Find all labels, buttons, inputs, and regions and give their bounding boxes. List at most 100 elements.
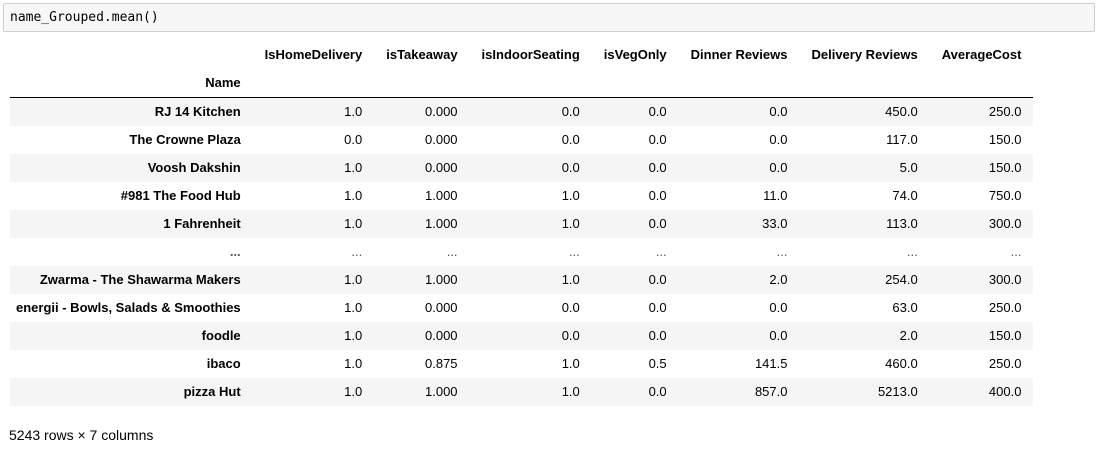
table-cell: 750.0 <box>988 188 1022 203</box>
table-cell: 0.000 <box>425 104 458 119</box>
table-row: Voosh Dakshin 1.0 0.000 0.0 0.0 0.0 5.0 … <box>10 154 1034 182</box>
column-header-dinner-reviews: Dinner Reviews <box>690 47 788 62</box>
table-cell: 1.0 <box>344 272 363 287</box>
table-cell: 1.0 <box>344 104 363 119</box>
table-cell: 460.0 <box>885 356 918 371</box>
table-cell: 300.0 <box>988 216 1022 231</box>
table-cell: ... <box>776 244 788 259</box>
table-cell: 0.000 <box>425 160 458 175</box>
table-cell: 250.0 <box>988 104 1022 119</box>
row-index: foodle <box>201 328 241 343</box>
table-cell: 1.0 <box>344 300 363 315</box>
table-cell: 857.0 <box>754 384 788 399</box>
column-header-istakeaway: isTakeaway <box>386 47 458 62</box>
table-cell: 0.0 <box>648 160 667 175</box>
table-row: ibaco 1.0 0.875 1.0 0.5 141.5 460.0 250.… <box>10 350 1034 378</box>
table-cell: 5213.0 <box>877 384 918 399</box>
row-index: RJ 14 Kitchen <box>154 104 241 119</box>
table-row: #981 The Food Hub 1.0 1.000 1.0 0.0 11.0… <box>10 182 1034 210</box>
table-cell: 0.0 <box>561 104 580 119</box>
table-cell: 150.0 <box>988 132 1022 147</box>
column-header-isindoorseating: isIndoorSeating <box>481 47 580 62</box>
dataframe-table: IsHomeDelivery isTakeaway isIndoorSeatin… <box>10 41 1034 406</box>
table-cell: ... <box>446 244 458 259</box>
table-cell: 450.0 <box>885 104 918 119</box>
table-cell: 0.0 <box>344 132 363 147</box>
table-cell: ... <box>351 244 363 259</box>
table-cell: 5.0 <box>899 160 918 175</box>
column-header-delivery-reviews: Delivery Reviews <box>811 47 918 62</box>
row-index: pizza Hut <box>183 384 241 399</box>
table-row: The Crowne Plaza 0.0 0.000 0.0 0.0 0.0 1… <box>10 126 1034 154</box>
table-cell: 0.0 <box>561 132 580 147</box>
table-cell: 0.000 <box>425 132 458 147</box>
table-cell: 0.0 <box>769 104 788 119</box>
row-index: ibaco <box>206 356 241 371</box>
table-row-ellipsis: ... ... ... ... ... ... ... ... <box>10 238 1034 266</box>
column-header-isvegonly: isVegOnly <box>603 47 667 62</box>
table-cell: 33.0 <box>762 216 788 231</box>
table-cell: 0.0 <box>769 160 788 175</box>
table-cell: 0.0 <box>648 328 667 343</box>
table-cell: 250.0 <box>988 300 1022 315</box>
table-cell: 0.0 <box>648 300 667 315</box>
table-cell: 1.0 <box>344 160 363 175</box>
row-index: energii - Bowls, Salads & Smoothies <box>16 300 241 315</box>
table-cell: 74.0 <box>892 188 918 203</box>
table-cell: 1.000 <box>425 216 458 231</box>
table-cell: 1.0 <box>561 356 580 371</box>
table-cell: 150.0 <box>988 328 1022 343</box>
code-cell[interactable]: name_Grouped.mean() <box>3 3 1095 32</box>
code-text[interactable]: name_Grouped.mean() <box>10 10 159 25</box>
column-header-ishomedelivery: IsHomeDelivery <box>264 47 363 62</box>
table-cell: 1.0 <box>561 216 580 231</box>
row-index: Voosh Dakshin <box>147 160 241 175</box>
row-index: The Crowne Plaza <box>129 132 241 147</box>
table-cell: 1.0 <box>344 216 363 231</box>
table-cell: ... <box>655 244 667 259</box>
table-cell: 1.0 <box>561 188 580 203</box>
table-cell: 0.0 <box>769 328 788 343</box>
table-cell: 0.0 <box>648 216 667 231</box>
table-cell: 0.0 <box>648 104 667 119</box>
table-cell: 1.0 <box>344 356 363 371</box>
table-row: energii - Bowls, Salads & Smoothies 1.0 … <box>10 294 1034 322</box>
table-row: 1 Fahrenheit 1.0 1.000 1.0 0.0 33.0 113.… <box>10 210 1034 238</box>
row-index: 1 Fahrenheit <box>163 216 241 231</box>
table-cell: ... <box>1010 244 1022 259</box>
table-cell: 150.0 <box>988 160 1022 175</box>
table-cell: 0.000 <box>425 300 458 315</box>
table-cell: 1.000 <box>425 384 458 399</box>
table-cell: 1.0 <box>344 188 363 203</box>
table-cell: 0.000 <box>425 328 458 343</box>
table-row: Zwarma - The Shawarma Makers 1.0 1.000 1… <box>10 266 1034 294</box>
table-row: pizza Hut 1.0 1.000 1.0 0.0 857.0 5213.0… <box>10 378 1034 406</box>
table-cell: 1.0 <box>344 384 363 399</box>
table-cell: 0.0 <box>561 160 580 175</box>
row-index: ... <box>229 244 241 259</box>
table-cell: 141.5 <box>754 356 788 371</box>
table-cell: 0.0 <box>648 132 667 147</box>
table-cell: 1.000 <box>425 188 458 203</box>
table-row: RJ 14 Kitchen 1.0 0.000 0.0 0.0 0.0 450.… <box>10 97 1034 126</box>
table-cell: 254.0 <box>885 272 918 287</box>
table-cell: ... <box>568 244 580 259</box>
table-cell: 0.0 <box>561 300 580 315</box>
table-cell: 1.0 <box>344 328 363 343</box>
table-cell: 2.0 <box>769 272 788 287</box>
table-cell: 2.0 <box>899 328 918 343</box>
table-cell: 1.0 <box>561 384 580 399</box>
table-cell: 63.0 <box>892 300 918 315</box>
table-cell: 0.5 <box>648 356 667 371</box>
table-cell: 400.0 <box>988 384 1022 399</box>
table-cell: 0.875 <box>425 356 458 371</box>
row-index: Zwarma - The Shawarma Makers <box>39 272 241 287</box>
table-cell: 117.0 <box>886 132 918 147</box>
table-cell: 11.0 <box>763 188 788 203</box>
table-cell: 0.0 <box>769 132 788 147</box>
table-cell: ... <box>906 244 918 259</box>
table-cell: 1.0 <box>561 272 580 287</box>
table-row: foodle 1.0 0.000 0.0 0.0 0.0 2.0 150.0 <box>10 322 1034 350</box>
column-header-row: IsHomeDelivery isTakeaway isIndoorSeatin… <box>10 41 1033 69</box>
table-cell: 1.000 <box>425 272 458 287</box>
